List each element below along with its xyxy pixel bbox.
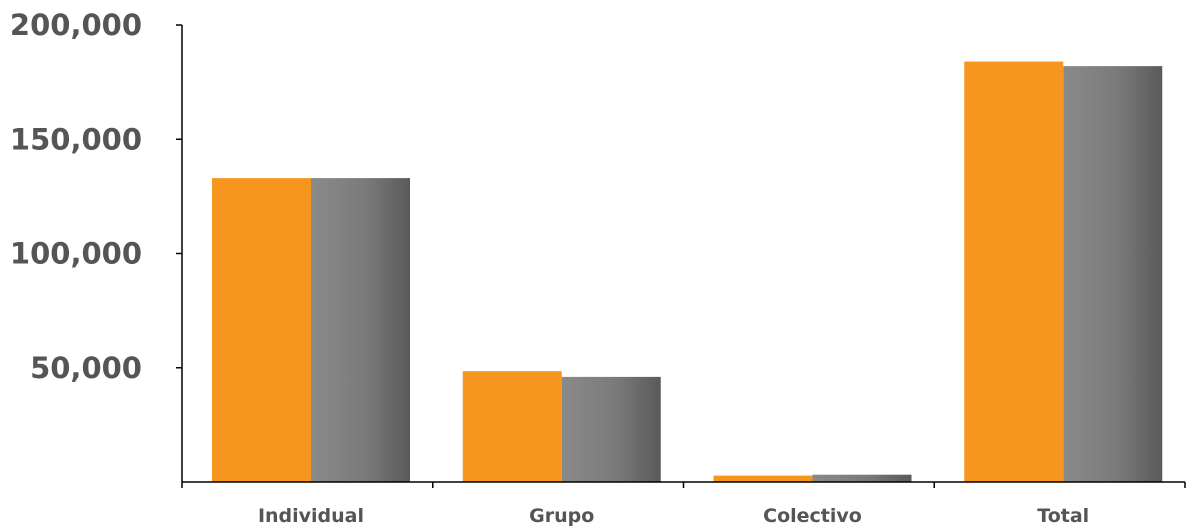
bar-total-series-2 — [1063, 66, 1163, 482]
x-tick-label-grupo: Grupo — [529, 505, 594, 527]
bars-group — [212, 61, 1163, 483]
bar-total-series-1 — [964, 61, 1064, 483]
bar-grupo-series-2 — [561, 376, 661, 482]
bar-grupo-series-1 — [462, 371, 562, 482]
bar-individual-series-2 — [311, 178, 410, 482]
y-axis: 50,000 100,000 150,000 200,000 — [10, 8, 183, 482]
x-axis: Individual Grupo Colectivo Total — [181, 481, 1186, 527]
bar-colectivo-series-1 — [713, 475, 813, 482]
y-tick-label: 50,000 — [30, 351, 142, 385]
y-tick-label: 200,000 — [10, 8, 142, 42]
y-tick-label: 100,000 — [10, 237, 142, 271]
y-tick-label: 150,000 — [10, 122, 142, 156]
x-tick-label-individual: Individual — [258, 505, 364, 527]
bar-individual-series-1 — [212, 178, 311, 482]
bar-colectivo-series-2 — [812, 474, 912, 482]
x-tick-label-colectivo: Colectivo — [763, 505, 862, 527]
x-tick-label-total: Total — [1037, 505, 1089, 527]
